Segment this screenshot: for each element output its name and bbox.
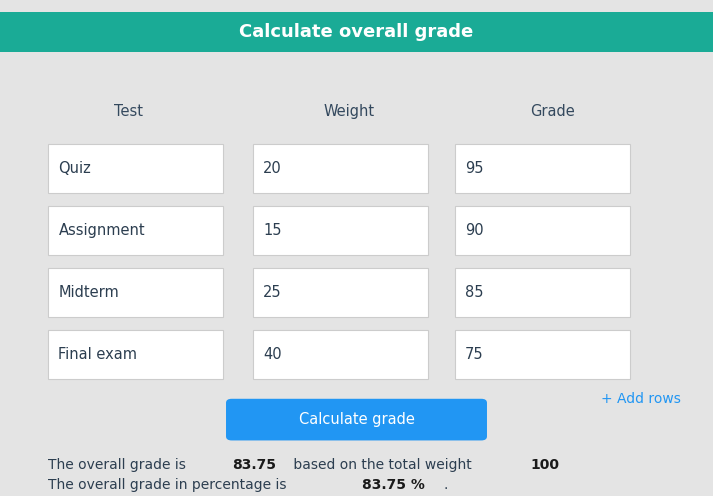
Text: Grade: Grade	[530, 104, 575, 119]
Text: Calculate grade: Calculate grade	[299, 412, 414, 427]
FancyBboxPatch shape	[455, 268, 630, 317]
FancyBboxPatch shape	[253, 330, 428, 379]
Text: .: .	[443, 478, 447, 492]
Text: 25: 25	[263, 285, 282, 300]
Text: 40: 40	[263, 347, 282, 362]
Text: Assignment: Assignment	[58, 223, 145, 238]
FancyBboxPatch shape	[455, 144, 630, 193]
FancyBboxPatch shape	[455, 330, 630, 379]
Text: Midterm: Midterm	[58, 285, 119, 300]
Text: 75: 75	[465, 347, 483, 362]
Text: 95: 95	[465, 161, 483, 176]
Text: 15: 15	[263, 223, 282, 238]
Text: 90: 90	[465, 223, 483, 238]
Text: 100: 100	[530, 458, 559, 472]
FancyBboxPatch shape	[253, 144, 428, 193]
FancyBboxPatch shape	[226, 399, 487, 440]
Text: Final exam: Final exam	[58, 347, 138, 362]
Text: 83.75: 83.75	[232, 458, 276, 472]
Text: The overall grade is: The overall grade is	[48, 458, 191, 472]
FancyBboxPatch shape	[253, 268, 428, 317]
FancyBboxPatch shape	[0, 12, 713, 52]
Text: 85: 85	[465, 285, 483, 300]
Text: The overall grade in percentage is: The overall grade in percentage is	[48, 478, 292, 492]
Text: Weight: Weight	[324, 104, 375, 119]
Text: Quiz: Quiz	[58, 161, 91, 176]
FancyBboxPatch shape	[48, 144, 223, 193]
Text: Test: Test	[114, 104, 143, 119]
FancyBboxPatch shape	[253, 206, 428, 255]
FancyBboxPatch shape	[48, 330, 223, 379]
Text: Calculate overall grade: Calculate overall grade	[240, 23, 473, 41]
FancyBboxPatch shape	[48, 206, 223, 255]
Text: based on the total weight: based on the total weight	[289, 458, 476, 472]
Text: 83.75 %: 83.75 %	[362, 478, 425, 492]
FancyBboxPatch shape	[455, 206, 630, 255]
FancyBboxPatch shape	[48, 268, 223, 317]
Text: + Add rows: + Add rows	[601, 392, 681, 406]
Text: 20: 20	[263, 161, 282, 176]
